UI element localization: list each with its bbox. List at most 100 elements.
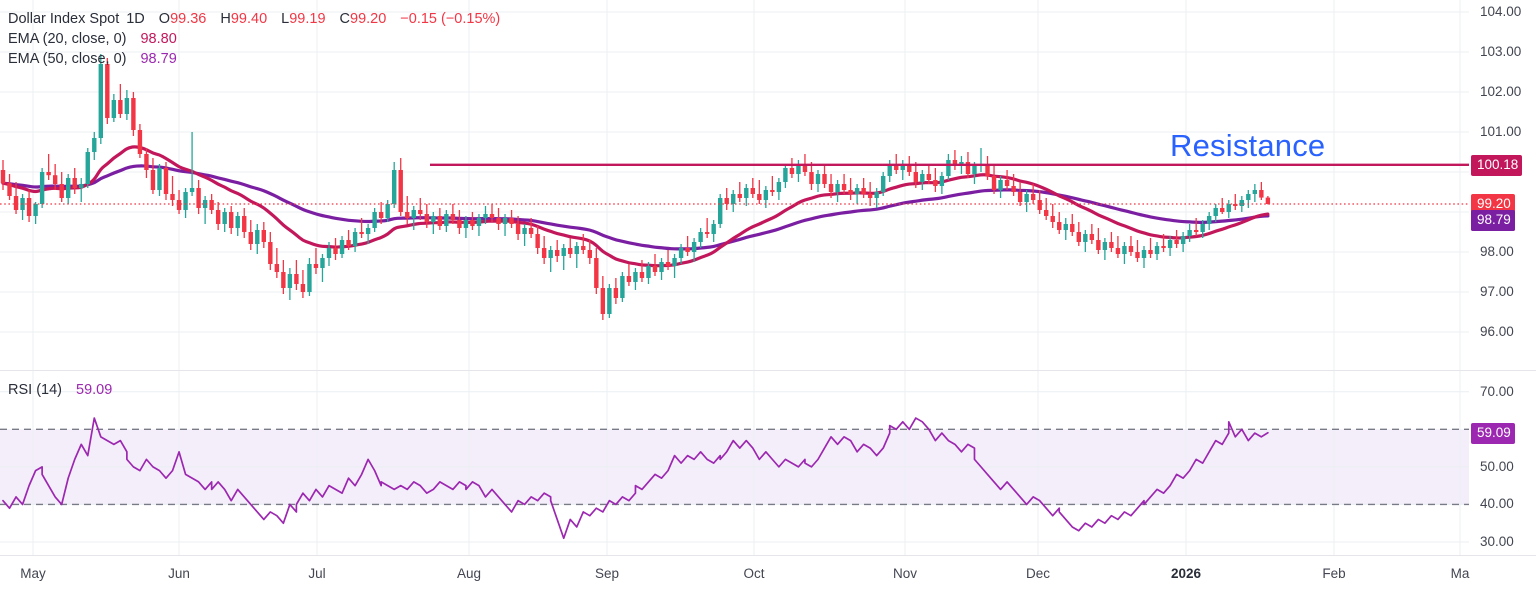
high-label: H [220, 11, 231, 27]
resistance-annotation-label[interactable]: Resistance [1170, 128, 1326, 163]
candle-body [392, 170, 397, 204]
candle-body [255, 230, 260, 244]
candle-body [1265, 197, 1271, 204]
time-axis-label[interactable]: Jul [308, 566, 326, 581]
time-axis-label[interactable]: Aug [456, 566, 482, 581]
candle-body [46, 172, 51, 176]
candle-body [802, 164, 808, 172]
candle-body [418, 210, 423, 214]
candle-body [574, 246, 579, 254]
candle-body [1128, 246, 1134, 252]
candlestick-series [0, 54, 1271, 320]
candle-body [731, 194, 736, 204]
candle-body [528, 228, 534, 234]
candle-body [378, 212, 384, 218]
candle-body [248, 232, 253, 244]
candle-body [222, 212, 227, 224]
price-axis-tick: 102.00 [1480, 84, 1522, 99]
candle-body [600, 288, 606, 314]
candle-body [841, 184, 847, 190]
candle-body [744, 188, 749, 198]
time-axis-label[interactable]: 2026 [1170, 566, 1202, 581]
rsi-value: 59.09 [76, 382, 113, 398]
candle-body [150, 170, 156, 190]
candle-body [796, 164, 801, 174]
candle-body [737, 194, 742, 198]
price-pane[interactable] [0, 0, 1469, 370]
candle-body [561, 248, 566, 256]
candle-body [1135, 252, 1140, 258]
candle-body [613, 288, 619, 298]
candle-body [92, 138, 97, 152]
candle-body [972, 166, 977, 174]
candle-body [424, 214, 429, 222]
candle-body [522, 228, 527, 234]
candle-body [809, 172, 814, 184]
candle-body [229, 212, 234, 228]
candle-body [1200, 224, 1205, 232]
candle-body [1122, 246, 1127, 254]
ema20-legend[interactable]: EMA (20, close, 0) 98.80 [8, 30, 177, 49]
candle-body [26, 198, 32, 216]
last-price-badge[interactable]: 99.20 [1471, 194, 1515, 215]
ema50-price-badge[interactable]: 98.79 [1471, 210, 1515, 232]
candle-body [1083, 234, 1088, 242]
close-value: 99.20 [350, 11, 387, 27]
rsi-axis[interactable]: 70.00 50.00 40.00 30.00 59.09 [1469, 371, 1536, 555]
candle-body [1076, 232, 1081, 242]
candle-body [659, 262, 664, 272]
open-value: 99.36 [170, 11, 207, 27]
time-axis-label[interactable]: Jun [168, 566, 190, 581]
candle-body [470, 220, 475, 226]
candle-body [33, 204, 38, 216]
low-label: L [281, 11, 290, 27]
price-plot [0, 0, 1469, 370]
candle-body [352, 232, 358, 246]
candle-body [724, 198, 729, 204]
time-axis-label[interactable]: Feb [1322, 566, 1346, 581]
time-axis-label[interactable]: Oct [743, 566, 765, 581]
candle-body [835, 184, 840, 192]
rsi-value-badge[interactable]: 59.09 [1471, 422, 1515, 444]
symbol-legend[interactable]: Dollar Index Spot 1D O99.36 H99.40 L99.19 C99… [8, 10, 500, 29]
candle-body [691, 242, 697, 252]
candle-body [620, 276, 625, 298]
rsi-pane[interactable] [0, 371, 1469, 555]
candle-body [300, 284, 306, 292]
candle-body [1017, 192, 1023, 202]
ema20-line [1, 145, 1270, 268]
candle-body [1154, 246, 1160, 254]
rsi-legend[interactable]: RSI (14) 59.09 [8, 381, 112, 400]
candle-body [1024, 194, 1029, 202]
candle-body [998, 180, 1003, 190]
candle-body [98, 64, 103, 138]
symbol-name[interactable]: Dollar Index Spot [8, 11, 120, 27]
time-axis[interactable]: May Jun Jul Aug Sep Oct Nov Dec 2026 Feb Ma [0, 556, 1469, 591]
time-axis-label[interactable]: Nov [892, 566, 918, 581]
price-axis[interactable]: 104.00103.00102.00101.00100.0099.0098.00… [1469, 0, 1536, 370]
time-axis-label[interactable]: Dec [1025, 566, 1051, 581]
symbol-interval[interactable]: 1D [126, 11, 145, 27]
candle-body [867, 194, 873, 198]
time-axis-label[interactable]: Sep [594, 566, 620, 581]
ema50-legend[interactable]: EMA (50, close, 0) 98.79 [8, 50, 177, 69]
candle-body [848, 190, 853, 194]
candle-body [672, 258, 677, 266]
candle-body [333, 248, 338, 254]
resistance-price-badge[interactable]: 100.18 [1471, 154, 1523, 176]
candle-body [268, 242, 273, 264]
ema20-label: EMA (20, close, 0) [8, 31, 127, 47]
candle-body [639, 272, 645, 278]
price-axis-tick: 104.00 [1480, 4, 1522, 19]
candle-body [444, 214, 449, 226]
candle-body [202, 200, 208, 208]
time-axis-label[interactable]: Ma [1450, 566, 1470, 581]
ema20-value: 98.80 [140, 31, 177, 47]
candle-body [483, 214, 488, 218]
candle-body [13, 196, 19, 210]
candle-body [607, 288, 612, 314]
candle-body [320, 258, 325, 268]
time-axis-label[interactable]: May [20, 566, 46, 581]
price-axis-tick: 103.00 [1480, 44, 1522, 59]
